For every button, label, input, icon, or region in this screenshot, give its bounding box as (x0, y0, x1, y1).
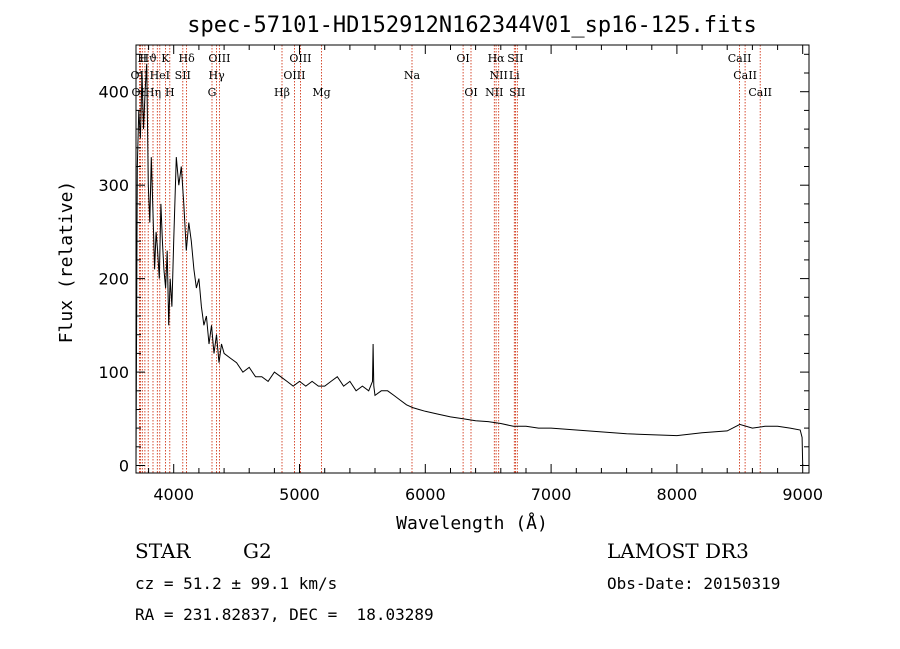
line-label: Hϑ (139, 52, 157, 65)
y-tick-label: 0 (119, 457, 129, 476)
line-label: Hγ (209, 69, 226, 82)
line-label: SII (175, 69, 191, 82)
line-label: K (161, 52, 170, 65)
line-label: OIII (283, 69, 305, 82)
line-label: OI (456, 52, 469, 65)
line-label: SII (509, 86, 525, 99)
line-label: SII (507, 52, 523, 65)
redshift-text: cz = 51.2 ± 99.1 km/s (135, 574, 337, 593)
line-label: OI (464, 86, 477, 99)
x-tick-label: 6000 (405, 485, 446, 504)
line-label: NII (485, 86, 503, 99)
coordinates: RA = 231.82837, DEC = 18.03289 (135, 605, 434, 624)
line-label: Na (404, 69, 421, 82)
x-tick-label: 9000 (782, 485, 823, 504)
line-label: H (165, 86, 175, 99)
plot-frame (135, 44, 810, 474)
line-label: Hη (145, 86, 161, 99)
line-label: HeI (150, 69, 170, 82)
line-label: CaII (733, 69, 757, 82)
x-tick-label: 5000 (279, 485, 320, 504)
chart-title: spec-57101-HD152912N162344V01_sp16-125.f… (187, 13, 757, 38)
line-label: Li (509, 69, 520, 82)
x-tick-label: 8000 (657, 485, 698, 504)
line-label: CaII (728, 52, 752, 65)
x-tick-label: 7000 (531, 485, 572, 504)
line-label: OIII (208, 52, 230, 65)
line-label: OIII (289, 52, 311, 65)
obs-date: Obs-Date: 20150319 (607, 574, 780, 593)
line-markers (138, 45, 761, 473)
object-class: STAR (135, 539, 191, 563)
line-label: Hβ (274, 86, 290, 99)
x-axis-ticks: 4000 5000 6000 7000 8000 9000 (148, 45, 823, 504)
line-label: NII (490, 69, 508, 82)
y-tick-label: 300 (98, 176, 129, 195)
survey-name: LAMOST DR3 (607, 539, 749, 563)
x-axis-label: Wavelength (Å) (396, 512, 548, 534)
line-label: CaII (748, 86, 772, 99)
line-label: H (138, 52, 148, 65)
y-axis-label: Flux (relative) (56, 181, 77, 344)
line-label: Hδ (178, 52, 195, 65)
line-label: G (208, 86, 217, 99)
line-label: OII (131, 69, 149, 82)
object-subclass: G2 (243, 539, 272, 563)
line-label: Mg (312, 86, 330, 99)
line-label: Hα (488, 52, 506, 65)
y-axis-ticks: 0 100 200 300 400 (98, 53, 809, 476)
spectrum-line (135, 63, 804, 466)
y-tick-label: 100 (98, 363, 129, 382)
y-tick-label: 200 (98, 270, 129, 289)
y-tick-label: 400 (98, 83, 129, 102)
x-tick-label: 4000 (153, 485, 194, 504)
